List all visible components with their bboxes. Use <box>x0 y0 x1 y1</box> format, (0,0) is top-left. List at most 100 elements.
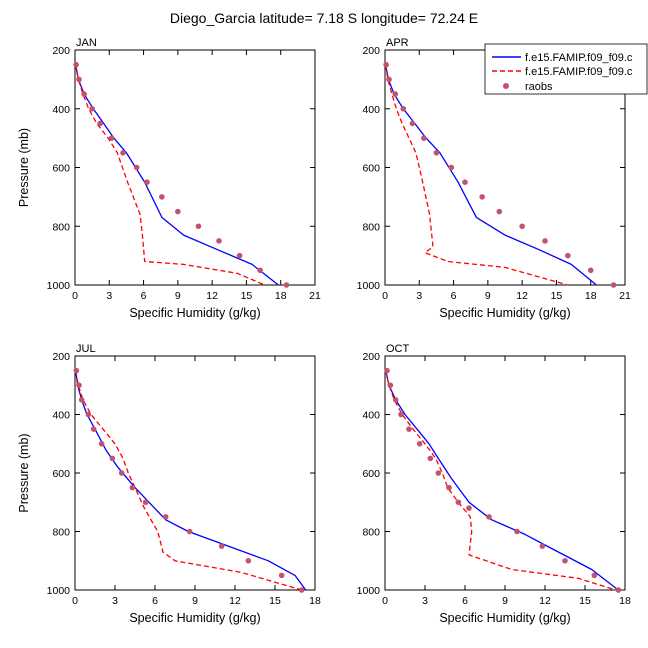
raobs-point <box>392 397 399 403</box>
x-tick-label: 12 <box>516 290 528 302</box>
y-tick-label: 400 <box>52 104 70 116</box>
raobs-point <box>587 267 594 274</box>
y-tick-label: 200 <box>362 45 380 57</box>
x-tick-label: 9 <box>192 595 198 607</box>
series-line-dashed <box>385 370 616 591</box>
raobs-point <box>433 150 440 156</box>
x-tick-label: 0 <box>382 290 388 302</box>
series-line-solid <box>385 370 619 591</box>
raobs-point <box>409 120 416 127</box>
y-tick-label: 800 <box>52 527 70 539</box>
x-tick-label: 15 <box>551 290 563 302</box>
raobs-point <box>486 514 492 520</box>
x-tick-label: 21 <box>619 290 631 302</box>
x-tick-label: 18 <box>275 290 287 302</box>
series-line-solid <box>74 64 279 286</box>
series-line-dashed <box>74 64 265 286</box>
raobs-point <box>98 440 105 447</box>
y-tick-label: 600 <box>362 163 380 175</box>
series-line-solid <box>384 64 597 286</box>
raobs-point <box>387 382 394 389</box>
y-tick-label: 1000 <box>357 280 381 292</box>
legend-box <box>484 43 648 95</box>
raobs-point <box>398 411 404 418</box>
raobs-point <box>479 194 485 200</box>
y-tick-label: 1000 <box>47 585 71 597</box>
raobs-point <box>76 382 82 389</box>
x-tick-label: 21 <box>309 290 321 302</box>
raobs-point <box>383 61 389 68</box>
raobs-point <box>89 105 95 112</box>
y-tick-label: 400 <box>362 104 380 116</box>
y-tick-label: 600 <box>362 468 380 480</box>
y-tick-label: 600 <box>52 468 70 480</box>
y-tick-label: 800 <box>362 527 380 539</box>
y-tick-label: 400 <box>52 410 70 422</box>
raobs-point <box>142 499 149 506</box>
raobs-point <box>120 150 126 156</box>
panel-title: JAN <box>76 37 97 49</box>
panel-jul: 0 3 6 9 12 15 18 200 400 600 800 1000 JUL Specific Hu… <box>17 343 321 625</box>
raobs-point <box>108 135 115 141</box>
raobs-point <box>386 76 392 83</box>
raobs-point <box>245 557 252 564</box>
x-tick-label: 18 <box>585 290 597 302</box>
x-tick-label: 18 <box>309 595 321 607</box>
raobs-point <box>466 505 472 511</box>
x-axis-label: Specific Humidity (g/kg) <box>439 611 570 625</box>
x-tick-label: 0 <box>72 290 78 302</box>
y-tick-label: 800 <box>52 221 70 233</box>
raobs-point <box>392 91 399 97</box>
plot-frame <box>384 355 626 591</box>
raobs-point <box>216 238 222 244</box>
raobs-point <box>421 135 427 141</box>
raobs-point <box>610 282 617 288</box>
raobs-point <box>159 194 165 200</box>
raobs-point <box>562 557 568 564</box>
x-axis-label: Specific Humidity (g/kg) <box>439 306 570 320</box>
x-tick-label: 15 <box>579 595 591 607</box>
x-tick-label: 0 <box>72 595 78 607</box>
x-tick-label: 9 <box>175 290 181 302</box>
raobs-point <box>76 76 82 83</box>
panel-title: JUL <box>76 343 96 355</box>
raobs-point <box>283 282 290 288</box>
raobs-point <box>591 572 598 579</box>
raobs-point <box>298 587 305 593</box>
panel-title: OCT <box>386 343 410 355</box>
raobs-point <box>416 440 423 447</box>
raobs-point <box>427 455 434 462</box>
raobs-point <box>384 367 390 374</box>
panel-apr: 0 3 6 9 12 15 18 21 200 400 600 800 1000 APR Specific … <box>357 37 631 320</box>
raobs-point <box>97 120 103 127</box>
raobs-point <box>129 484 136 491</box>
raobs-point <box>519 223 525 230</box>
panels: 0 3 6 9 12 15 18 212004006008001000JANSpecific … <box>17 37 631 625</box>
legend-label-solid: f.e15.FAMIP.f09_f09.c <box>525 52 633 64</box>
raobs-point <box>109 455 116 462</box>
raobs-point <box>218 543 225 549</box>
plot-frame <box>74 49 316 286</box>
x-tick-label: 6 <box>462 595 468 607</box>
panel-oct: 0 3 6 9 12 15 18 200 400 600 800 1000 OCT Specific Hu… <box>357 343 631 625</box>
y-tick-label: 200 <box>362 351 380 363</box>
plot-frame <box>74 355 316 591</box>
y-tick-label: 200 <box>52 45 70 57</box>
raobs-point <box>133 164 140 171</box>
raobs-point <box>81 91 87 97</box>
x-tick-label: 6 <box>152 595 158 607</box>
x-tick-label: 12 <box>539 595 551 607</box>
raobs-point <box>257 267 263 274</box>
x-axis-label: Specific Humidity (g/kg) <box>129 306 260 320</box>
y-tick-label: 400 <box>362 410 380 422</box>
x-tick-label: 18 <box>619 595 631 607</box>
raobs-point <box>73 367 80 374</box>
raobs-point <box>195 223 202 230</box>
raobs-point <box>90 426 97 432</box>
x-tick-label: 3 <box>422 595 428 607</box>
y-tick-label: 1000 <box>357 585 381 597</box>
y-tick-label: 200 <box>52 351 70 363</box>
x-tick-label: 0 <box>382 595 388 607</box>
x-tick-label: 6 <box>451 290 457 302</box>
